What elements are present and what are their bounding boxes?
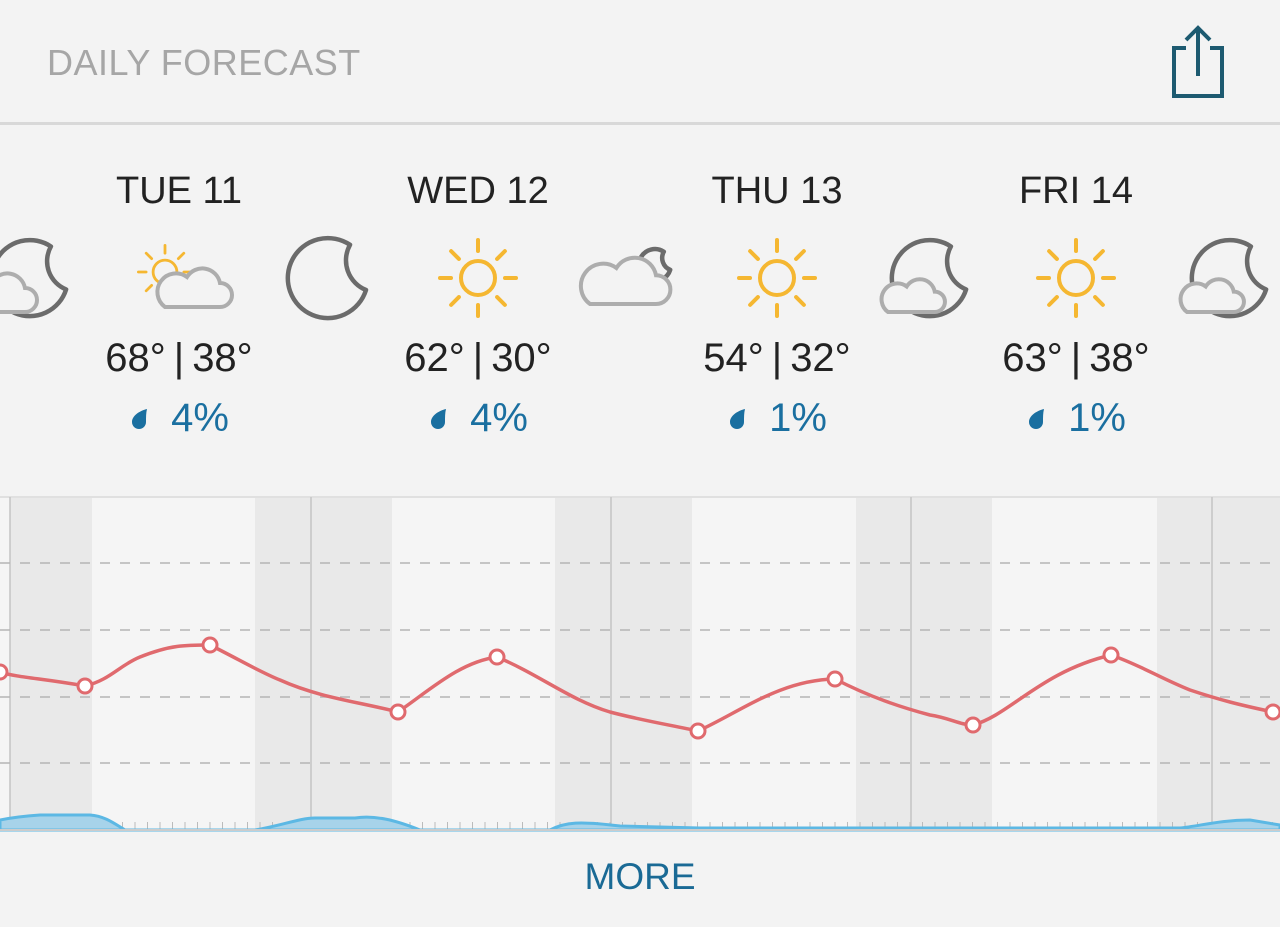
day-label: THU 13 [711,170,843,212]
temperature-point [689,722,707,740]
sun-icon [737,238,817,318]
sun-ray [144,283,154,293]
sun-ray [449,249,461,261]
sun-core [758,259,796,297]
high-temp: 63° [1002,336,1063,380]
precip-area [0,813,1280,832]
drop-shape [431,409,447,429]
sun-icon [438,238,518,318]
share-box [1172,46,1224,98]
day-label: TUE 11 [115,170,242,212]
temperature-point [964,716,982,734]
sun-ray [748,249,760,261]
precip-value: 4% [470,396,528,440]
sun-ray [1047,249,1059,261]
temperature-range: 63° | 38° [926,336,1226,381]
temp-separator: | [472,336,484,380]
low-temp: 38° [1089,336,1150,380]
precip-value: 4% [171,396,229,440]
temperature-point [1102,646,1120,664]
share-button[interactable] [1166,24,1230,104]
share-arrow [1184,25,1212,76]
temperature-point [1264,703,1280,721]
more-button[interactable]: MORE [584,856,696,897]
temperature-range: 68° | 38° [29,336,329,381]
cloud-icon [0,271,39,314]
temperature-point [0,663,9,681]
drop-shape [132,409,148,429]
precip-chance: 1% [627,396,927,441]
night-band [555,497,692,830]
day-label: WED 12 [407,170,549,212]
sun-ray [794,295,806,307]
sun-ray [1093,249,1105,261]
drop-icon [431,409,447,429]
cloud-icon [578,255,673,306]
precip-value: 1% [1068,396,1126,440]
drop-icon [1029,409,1045,429]
low-temp: 32° [790,336,851,380]
temperature-point [201,636,219,654]
night-band [1157,497,1280,830]
sun-core [1057,259,1095,297]
sun-ray [495,295,507,307]
sun-ray [449,295,461,307]
drop-shape [730,409,746,429]
sun-ray [1093,295,1105,307]
sun-ray [144,251,154,261]
moon-icon [285,235,369,321]
high-temp: 54° [703,336,764,380]
sun-ray [1047,295,1059,307]
temp-separator: | [173,336,185,380]
precip-chance: 4% [328,396,628,441]
temp-separator: | [1070,336,1082,380]
temperature-range: 54° | 32° [627,336,927,381]
drop-icon [730,409,746,429]
temperature-point [826,670,844,688]
sun-icon [1036,238,1116,318]
high-temp: 62° [404,336,465,380]
night-band [10,497,92,830]
low-temp: 38° [192,336,253,380]
night-band [255,497,392,830]
cloud-icon [1178,277,1246,314]
sun-ray [495,249,507,261]
section-title: DAILY FORECAST [47,42,361,83]
temperature-range: 62° | 30° [328,336,628,381]
temperature-point [389,703,407,721]
temperature-line [0,643,1280,733]
day-label: FRI 14 [1018,170,1134,212]
sun-ray [748,295,760,307]
high-temp: 68° [105,336,166,380]
low-temp: 30° [491,336,552,380]
drop-icon [132,409,148,429]
night-band [856,497,992,830]
sun-core [459,259,497,297]
temp-separator: | [771,336,783,380]
sun-ray [176,251,186,261]
temperature-point [76,677,94,695]
precip-chance: 1% [926,396,1226,441]
drop-shape [1029,409,1045,429]
precip-chance: 4% [29,396,329,441]
temperature-point [488,648,506,666]
cloud-icon [879,277,947,314]
header: DAILY FORECAST [0,0,1280,125]
sun-ray [794,249,806,261]
cloud-icon [155,266,234,309]
precip-value: 1% [769,396,827,440]
